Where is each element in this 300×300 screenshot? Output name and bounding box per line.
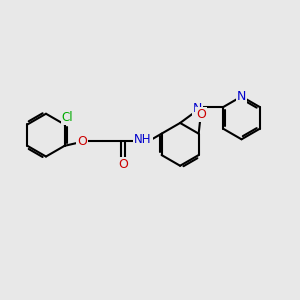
Text: O: O [77,135,87,148]
Text: O: O [118,158,128,171]
Text: N: N [193,102,202,115]
Text: NH: NH [134,133,152,146]
Text: N: N [237,90,246,103]
Text: Cl: Cl [62,111,73,124]
Text: O: O [196,108,206,121]
